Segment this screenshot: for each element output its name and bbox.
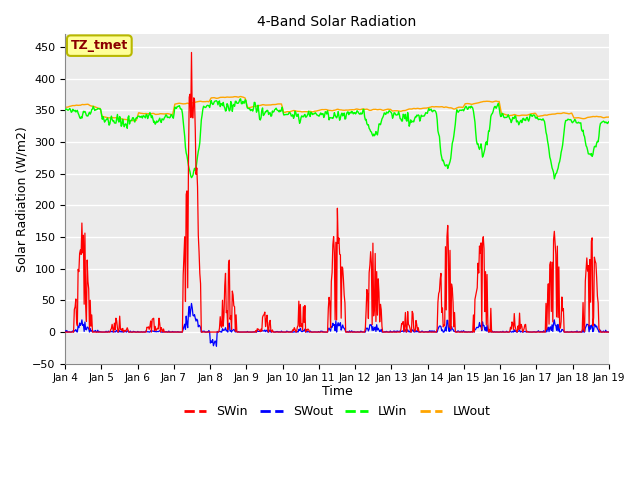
Text: TZ_tmet: TZ_tmet — [70, 39, 128, 52]
Y-axis label: Solar Radiation (W/m2): Solar Radiation (W/m2) — [15, 126, 28, 272]
X-axis label: Time: Time — [322, 385, 353, 398]
Legend: SWin, SWout, LWin, LWout: SWin, SWout, LWin, LWout — [179, 400, 495, 423]
Title: 4-Band Solar Radiation: 4-Band Solar Radiation — [257, 15, 417, 29]
